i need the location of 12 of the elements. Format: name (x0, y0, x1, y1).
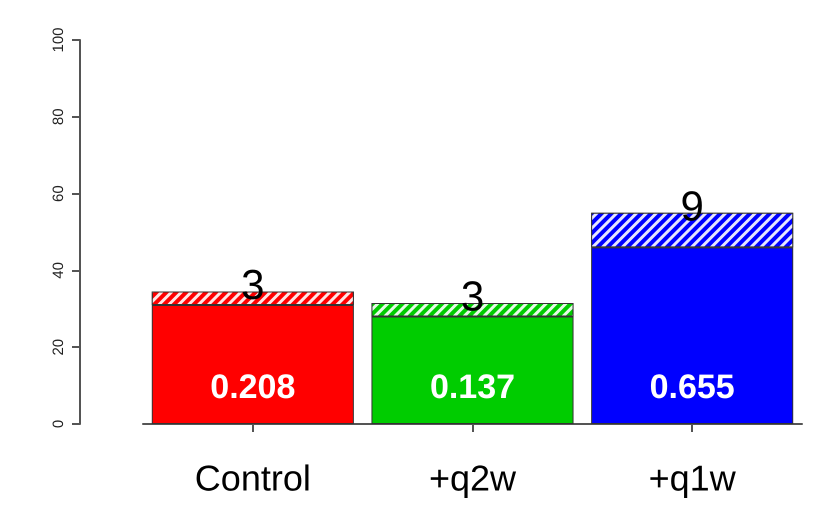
y-tick-label: 0 (50, 420, 67, 428)
y-tick-label: 60 (50, 185, 67, 202)
annotation: 0.655 (650, 368, 735, 406)
y-tick-label: 40 (50, 262, 67, 279)
x-tick-label: +q2w (428, 458, 518, 498)
x-tick-label: +q1w (648, 458, 737, 498)
annotation: 0.208 (210, 368, 296, 406)
annotation: 0.137 (430, 368, 516, 406)
y-tick-label: 20 (50, 338, 67, 356)
x-tick-label: Control (194, 458, 311, 498)
y-tick-label: 100 (50, 27, 67, 53)
y-tick-label: 80 (50, 108, 67, 126)
